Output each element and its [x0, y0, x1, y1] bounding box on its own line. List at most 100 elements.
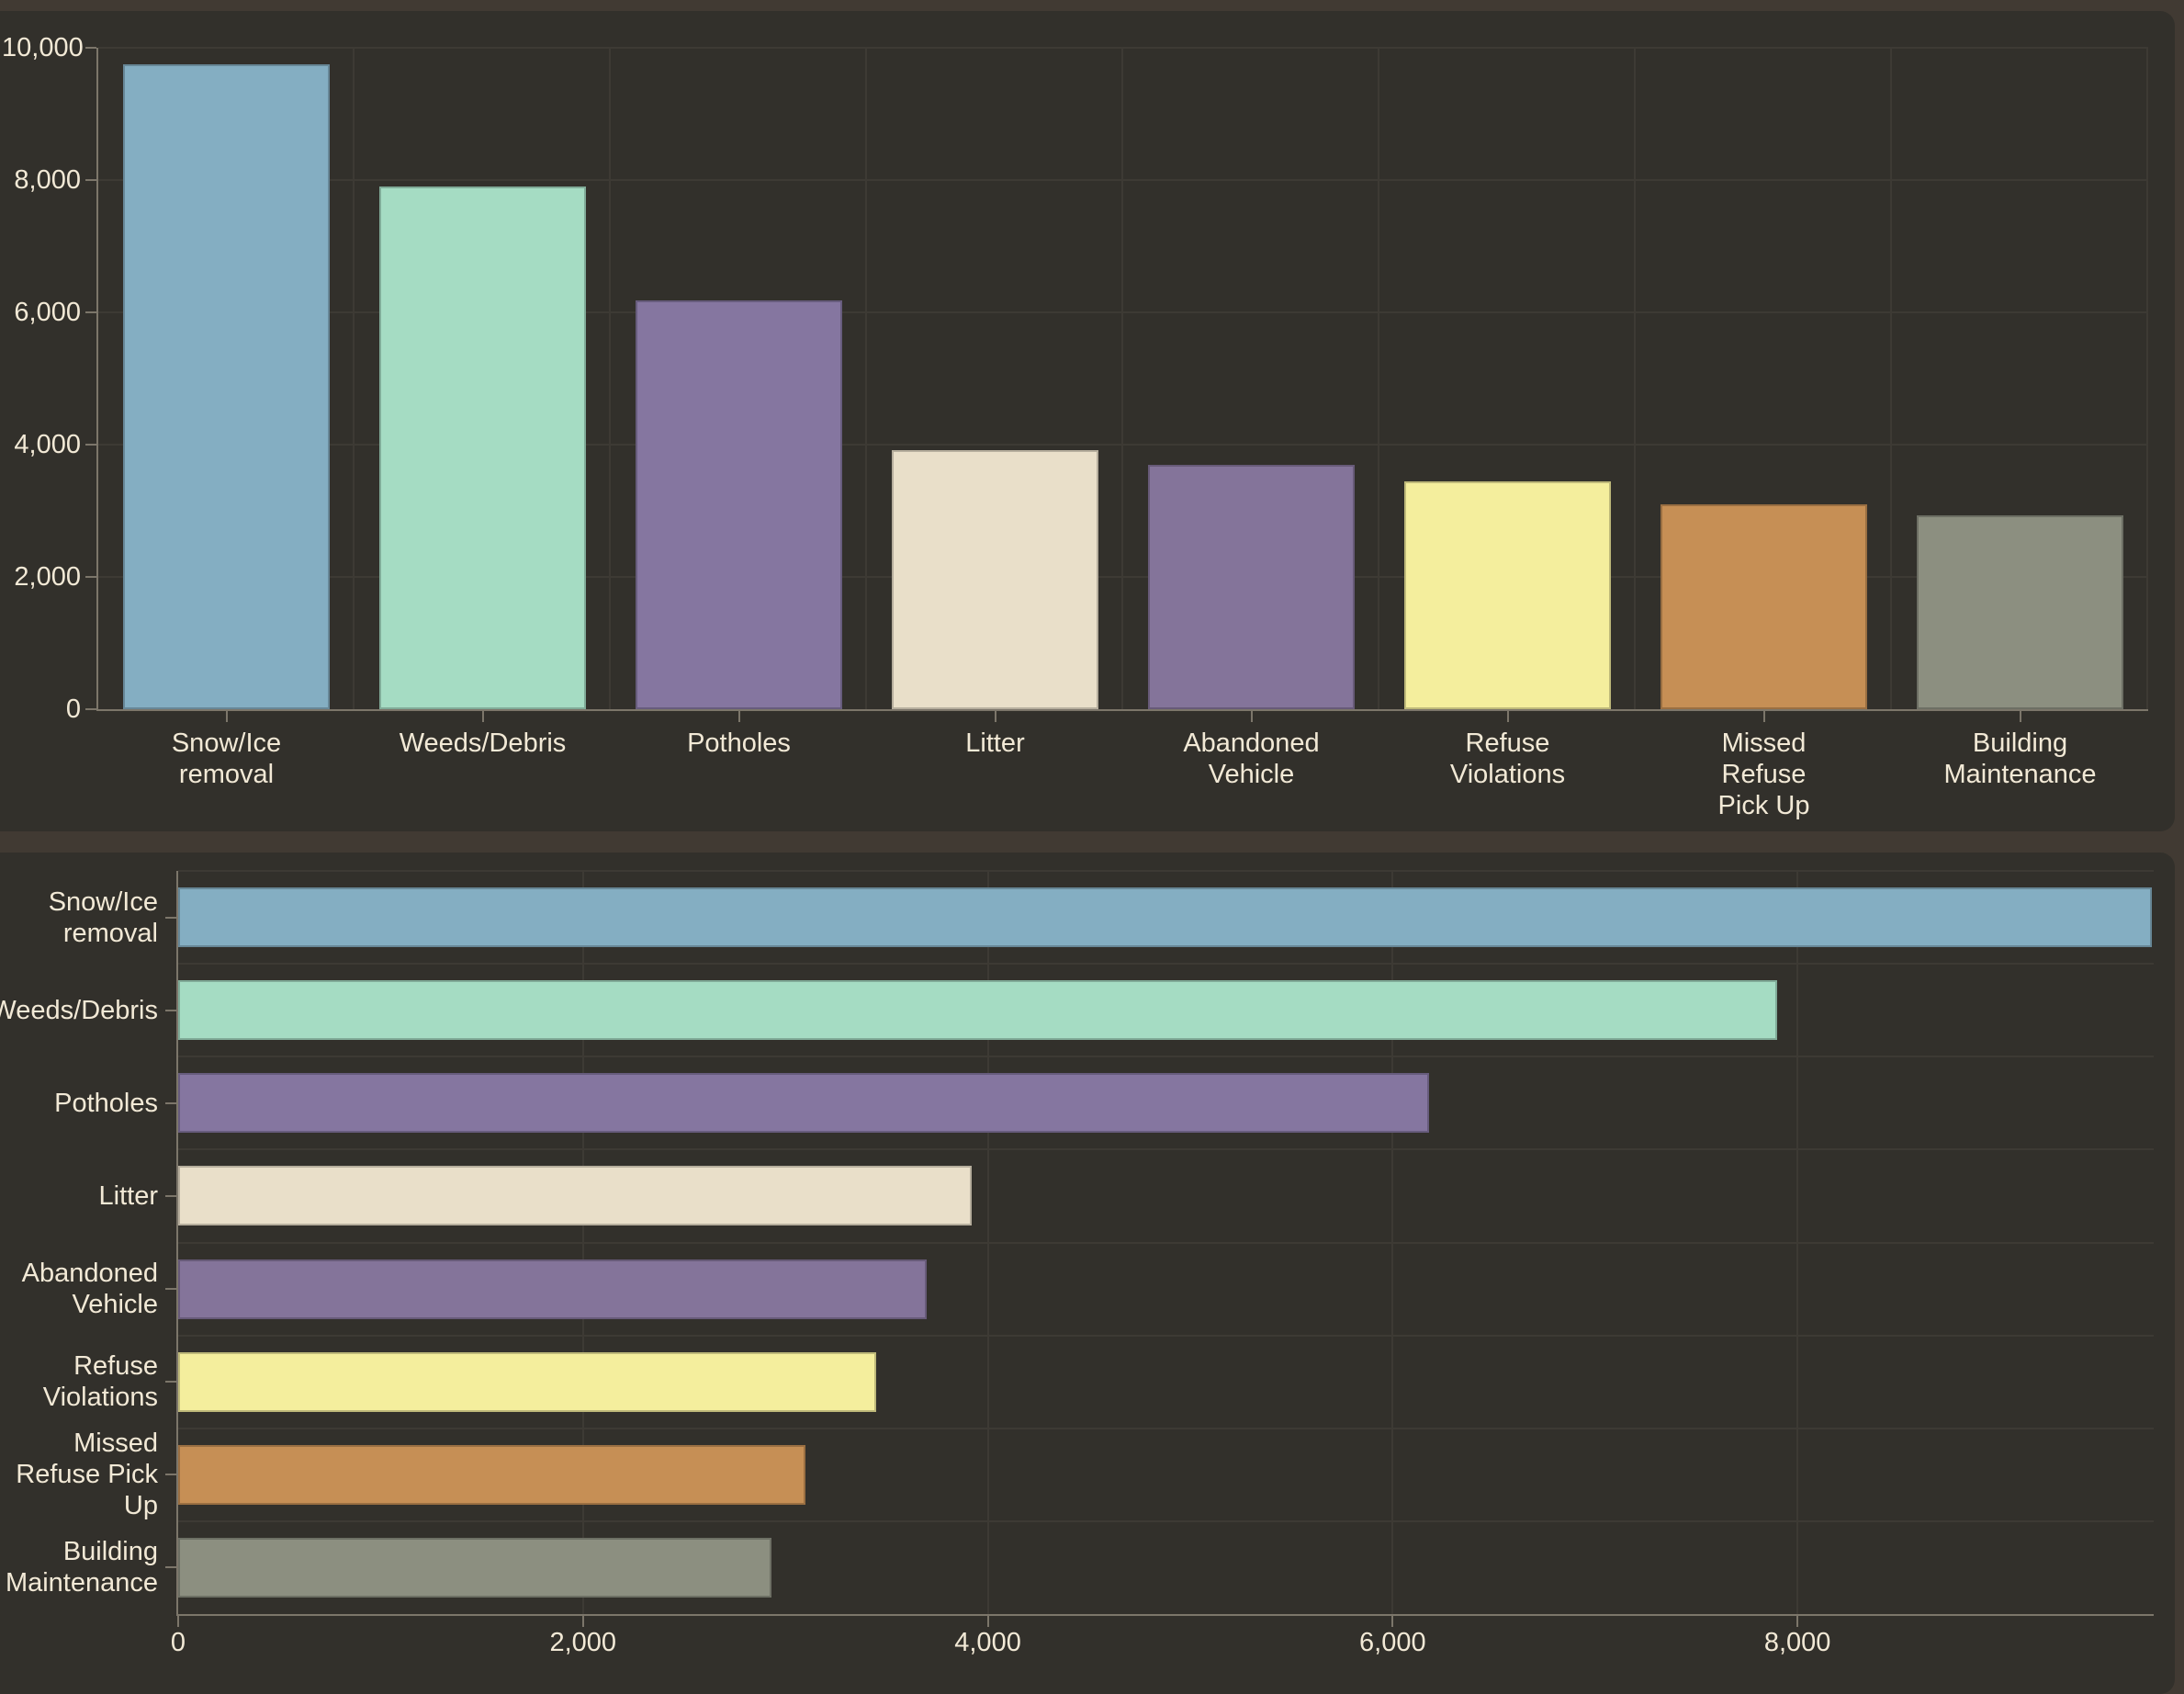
bar-abandoned-vehicle[interactable]: [1148, 465, 1355, 709]
category-label-potholes: Potholes: [611, 728, 867, 759]
category-label-line: Building: [62, 1537, 158, 1567]
x-gridline-2000: [581, 871, 584, 1614]
bar-litter[interactable]: [892, 450, 1098, 709]
category-boundary-gridline: [609, 48, 611, 709]
y-axis-tick-snow-ice-removal: [165, 916, 176, 919]
bar-refuse-violations[interactable]: [1404, 481, 1611, 709]
x-axis-tick-refuse-violations: [1506, 711, 1509, 722]
bar-weeds-debris[interactable]: [379, 186, 586, 709]
category-boundary-gridline: [1890, 48, 1892, 709]
category-boundary-gridline: [865, 48, 867, 709]
bar-weeds-debris[interactable]: [178, 980, 1777, 1041]
category-label-line: Refuse: [1721, 760, 1807, 789]
x-axis-tick-weeds-debris: [481, 711, 484, 722]
category-label-line: Maintenance: [1943, 760, 2097, 789]
x-axis-tick-0: [177, 1616, 179, 1627]
category-label-line: removal: [178, 760, 275, 789]
y-axis-tick-litter: [165, 1194, 176, 1197]
y-axis-tick-10000: [85, 47, 96, 49]
row-boundary-gridline: [178, 1427, 2154, 1429]
category-label-line: Violations: [42, 1383, 158, 1413]
x-axis-tick-potholes: [737, 711, 740, 722]
bar-potholes[interactable]: [636, 300, 842, 709]
category-label-line: Litter: [965, 728, 1025, 758]
x-axis-tick-2000: [581, 1616, 584, 1627]
vertical-bar-chart: 0 2,000 4,000 6,000 8,000 10,000 Snow/Ice remov…: [0, 0, 2184, 831]
category-label-line: Maintenance: [5, 1568, 158, 1598]
category-label-line: Missed: [1721, 728, 1807, 758]
x-axis-tick-label-2000: 2,000: [549, 1628, 617, 1657]
y-gridline-8000: [98, 179, 2148, 181]
category-boundary-gridline: [2146, 48, 2148, 709]
row-boundary-gridline: [178, 1056, 2154, 1058]
x-axis-tick-6000: [1391, 1616, 1394, 1627]
category-label-line: Vehicle: [1208, 760, 1295, 789]
category-label-line: Up: [123, 1491, 158, 1521]
y-axis-tick-8000: [85, 179, 96, 181]
row-boundary-gridline: [178, 963, 2154, 966]
category-label-litter: Litter: [0, 1180, 158, 1212]
bar-abandoned-vehicle[interactable]: [178, 1259, 927, 1319]
bar-refuse-violations[interactable]: [178, 1351, 876, 1412]
category-label-abandoned-vehicle: Abandoned Vehicle: [0, 1258, 158, 1320]
category-label-line: Refuse: [73, 1351, 158, 1382]
bar-building-maintenance[interactable]: [178, 1537, 771, 1598]
category-boundary-gridline: [353, 48, 355, 709]
category-label-missed-refuse-pick-up: Missed Refuse Pick Up: [0, 1428, 158, 1521]
category-label-snow-ice-removal: Snow/Ice removal: [98, 728, 355, 790]
bar-missed-refuse-pick-up[interactable]: [1661, 504, 1867, 709]
category-label-potholes: Potholes: [0, 1088, 158, 1119]
category-label-line: Pick Up: [1717, 791, 1810, 820]
category-label-line: Abandoned: [1183, 728, 1320, 758]
x-gridline-8000: [1796, 871, 1799, 1614]
x-axis-tick-label-6000: 6,000: [1359, 1628, 1426, 1657]
category-label-weeds-debris: Weeds/Debris: [0, 995, 158, 1026]
bar-potholes[interactable]: [178, 1073, 1429, 1134]
x-axis-tick-8000: [1796, 1616, 1799, 1627]
bar-snow-ice-removal[interactable]: [123, 64, 330, 709]
y-axis-tick-potholes: [165, 1101, 176, 1104]
category-boundary-gridline: [1634, 48, 1636, 709]
y-gridline-6000: [98, 311, 2148, 313]
y-axis-tick-label-2000: 2,000: [14, 562, 81, 592]
row-boundary-gridline: [178, 1148, 2154, 1151]
category-label-missed-refuse-pick-up: Missed Refuse Pick Up: [1636, 728, 1892, 821]
y-gridline-4000: [98, 444, 2148, 446]
row-boundary-gridline: [178, 1334, 2154, 1337]
category-label-line: Refuse: [1465, 728, 1550, 758]
y-axis-tick-label-10000: 10,000: [2, 33, 84, 62]
category-label-line: Litter: [98, 1180, 158, 1211]
x-axis-tick-label-4000: 4,000: [954, 1628, 1021, 1657]
y-axis-tick-6000: [85, 311, 96, 313]
row-boundary-gridline: [178, 870, 2154, 872]
x-axis-tick-building-maintenance: [2019, 711, 2021, 722]
y-axis-tick-weeds-debris: [165, 1009, 176, 1011]
y-axis-line: [176, 871, 178, 1616]
category-label-refuse-violations: Refuse Violations: [1379, 728, 1636, 790]
bar-snow-ice-removal[interactable]: [178, 887, 2152, 948]
category-label-line: Snow/Ice: [171, 728, 282, 758]
x-axis-tick-abandoned-vehicle: [1250, 711, 1253, 722]
bar-litter[interactable]: [178, 1166, 972, 1226]
category-label-line: Weeds/Debris: [0, 995, 158, 1025]
y-gridline-10000: [98, 47, 2148, 49]
x-axis-tick-4000: [986, 1616, 989, 1627]
y-axis-tick-label-6000: 6,000: [14, 298, 81, 327]
category-label-line: Abandoned: [21, 1259, 158, 1289]
category-boundary-gridline: [1121, 48, 1123, 709]
y-axis-tick-label-8000: 8,000: [14, 165, 81, 195]
bar-building-maintenance[interactable]: [1917, 515, 2123, 709]
row-boundary-gridline: [178, 1519, 2154, 1522]
category-label-line: Potholes: [687, 728, 791, 758]
category-label-building-maintenance: Building Maintenance: [1892, 728, 2148, 790]
category-label-litter: Litter: [867, 728, 1123, 759]
x-gridline-6000: [1391, 871, 1394, 1614]
y-axis-tick-label-4000: 4,000: [14, 430, 81, 459]
category-label-weeds-debris: Weeds/Debris: [355, 728, 611, 759]
x-axis-tick-missed-refuse-pick-up: [1762, 711, 1765, 722]
y-axis-tick-refuse-violations: [165, 1381, 176, 1383]
category-label-line: Weeds/Debris: [399, 728, 567, 758]
x-axis-tick-litter: [994, 711, 996, 722]
bar-missed-refuse-pick-up[interactable]: [178, 1444, 805, 1505]
x-axis-tick-label-8000: 8,000: [1763, 1628, 1831, 1657]
